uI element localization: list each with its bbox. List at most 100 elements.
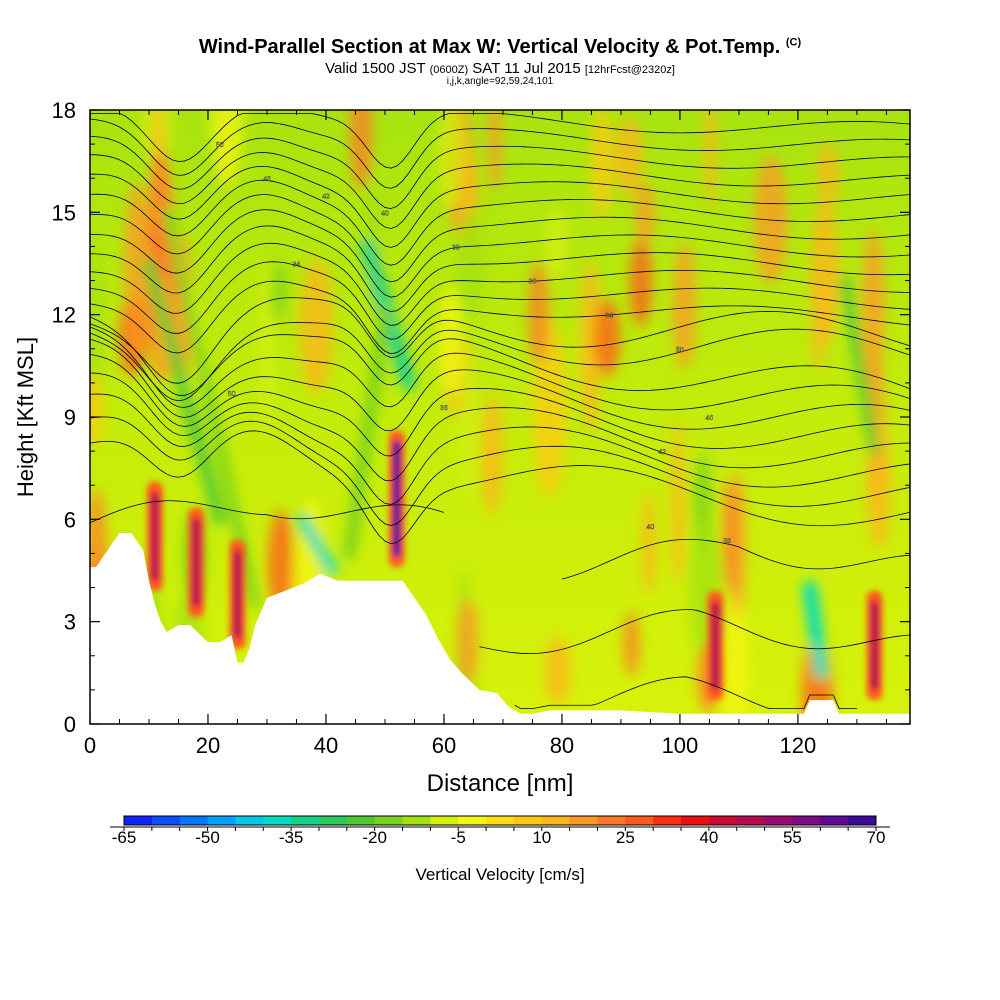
theta-contour (90, 297, 910, 384)
colorbar-swatch (541, 816, 571, 825)
contour-label: 36 (529, 279, 537, 286)
field-blob (437, 110, 465, 210)
colorbar-swatch (653, 816, 682, 825)
colorbar-swatch (151, 816, 181, 825)
theta-contour (90, 113, 910, 169)
updraft-core-max (233, 549, 242, 639)
theta-contour (90, 165, 910, 248)
colorbar-swatch (848, 816, 877, 825)
contour-label: 34 (605, 313, 613, 320)
updraft-core-max (192, 517, 201, 608)
colorbar-swatch (708, 816, 738, 825)
colorbar-swatch (124, 816, 153, 825)
colorbar-swatch (263, 816, 292, 825)
colorbar-swatch (318, 816, 348, 825)
colorbar-swatch (207, 816, 236, 825)
x-tick-label: 40 (314, 733, 338, 758)
theta-contour (90, 372, 910, 482)
field-blob (629, 238, 653, 327)
theta-contour (90, 416, 910, 526)
field-blob (532, 320, 567, 498)
field-blob (545, 206, 569, 278)
colorbar-tick-label: 55 (783, 828, 802, 847)
title-text: Wind-Parallel Section at Max W: Vertical… (198, 36, 781, 58)
y-axis-label: Height [Kft MSL] (13, 337, 38, 497)
colorbar-swatch (792, 816, 821, 825)
colorbar-swatch (625, 816, 654, 825)
field-blob (456, 352, 478, 502)
colorbar-swatch (458, 816, 487, 825)
section-params: i,j,k,angle=92,59,24,101 (446, 76, 554, 87)
chart-title: Wind-Parallel Section at Max W: Vertical… (0, 36, 1000, 59)
field-blob (270, 261, 287, 322)
theta-contour (90, 430, 910, 545)
colorbar-tick-label: -5 (451, 828, 466, 847)
colorbar-tick-label: -35 (279, 828, 304, 847)
field-blob (641, 494, 657, 594)
field-blob (722, 478, 737, 593)
x-tick-label: 100 (662, 733, 699, 758)
field-blob (754, 155, 788, 284)
contour-label: 50 (676, 347, 684, 354)
field-blob (673, 243, 696, 370)
valid-date: SAT 11 Jul 2015 (472, 60, 581, 77)
contour-label: 40 (381, 210, 389, 217)
theta-contour (90, 280, 910, 355)
colorbar-swatch (820, 816, 849, 825)
colorbar-swatch (402, 816, 431, 825)
theta-contour (90, 316, 910, 396)
contour-label: 46 (263, 176, 271, 183)
field-blob (635, 182, 655, 245)
contour-label: 36 (440, 405, 448, 412)
downdraft-band (161, 207, 261, 610)
field-blob (257, 264, 276, 440)
colorbar-tick-label: 70 (867, 828, 886, 847)
field-blob (817, 142, 839, 207)
x-tick-label: 80 (550, 733, 574, 758)
colorbar-tick-label: -20 (362, 828, 387, 847)
field-blob (456, 598, 479, 686)
field-blob (299, 259, 334, 394)
x-tick-label: 120 (780, 733, 817, 758)
downdraft-band (840, 275, 880, 457)
copyright-mark: (C) (785, 36, 802, 49)
contour-label: 42 (658, 449, 666, 456)
colorbar: -65 -50 -35 -20 -5 10 25 40 55 70 (110, 815, 890, 847)
theta-contour (479, 609, 910, 654)
colorbar-tick-label: 40 (699, 828, 718, 847)
contour-label: 38 (452, 244, 460, 251)
x-tick-label: 0 (84, 733, 96, 758)
colorbar-swatch (346, 816, 376, 825)
y-tick-label: 0 (64, 712, 76, 737)
x-tick-label: 60 (432, 733, 456, 758)
valid-time: Valid 1500 JST (325, 60, 426, 77)
theta-contour (90, 322, 910, 402)
field-blob (589, 110, 614, 218)
colorbar-frame (123, 815, 877, 826)
y-tick-label: 3 (64, 610, 76, 635)
field-blob (438, 286, 463, 397)
contour-label: 40 (647, 524, 655, 531)
updraft-cores (146, 430, 883, 701)
field-blob (90, 373, 104, 446)
colorbar-tick-label: 25 (616, 828, 635, 847)
x-axis-label: Distance [nm] (427, 770, 574, 797)
updraft-core-max (870, 600, 879, 691)
theta-contour (90, 354, 910, 457)
theta-contour (90, 209, 910, 298)
plot-area: 50 46 42 40 38 36 34 50 46 42 40 38 36 34 50 (90, 110, 910, 724)
field-blob (811, 270, 826, 373)
colorbar-swatch (291, 816, 320, 825)
contour-label: 50 (228, 391, 236, 398)
field-blob (349, 110, 373, 191)
forecast-info: [12hrFcst@2320z] (584, 64, 675, 76)
downdraft-band (802, 580, 829, 680)
theta-contours: 50 46 42 40 38 36 34 50 46 42 40 38 36 34 50 (90, 113, 910, 710)
colorbar-swatch (764, 816, 793, 825)
field-blob (210, 110, 244, 187)
updraft-core-max (392, 440, 401, 558)
field-blob (593, 298, 621, 377)
terrain-mask (90, 532, 910, 724)
